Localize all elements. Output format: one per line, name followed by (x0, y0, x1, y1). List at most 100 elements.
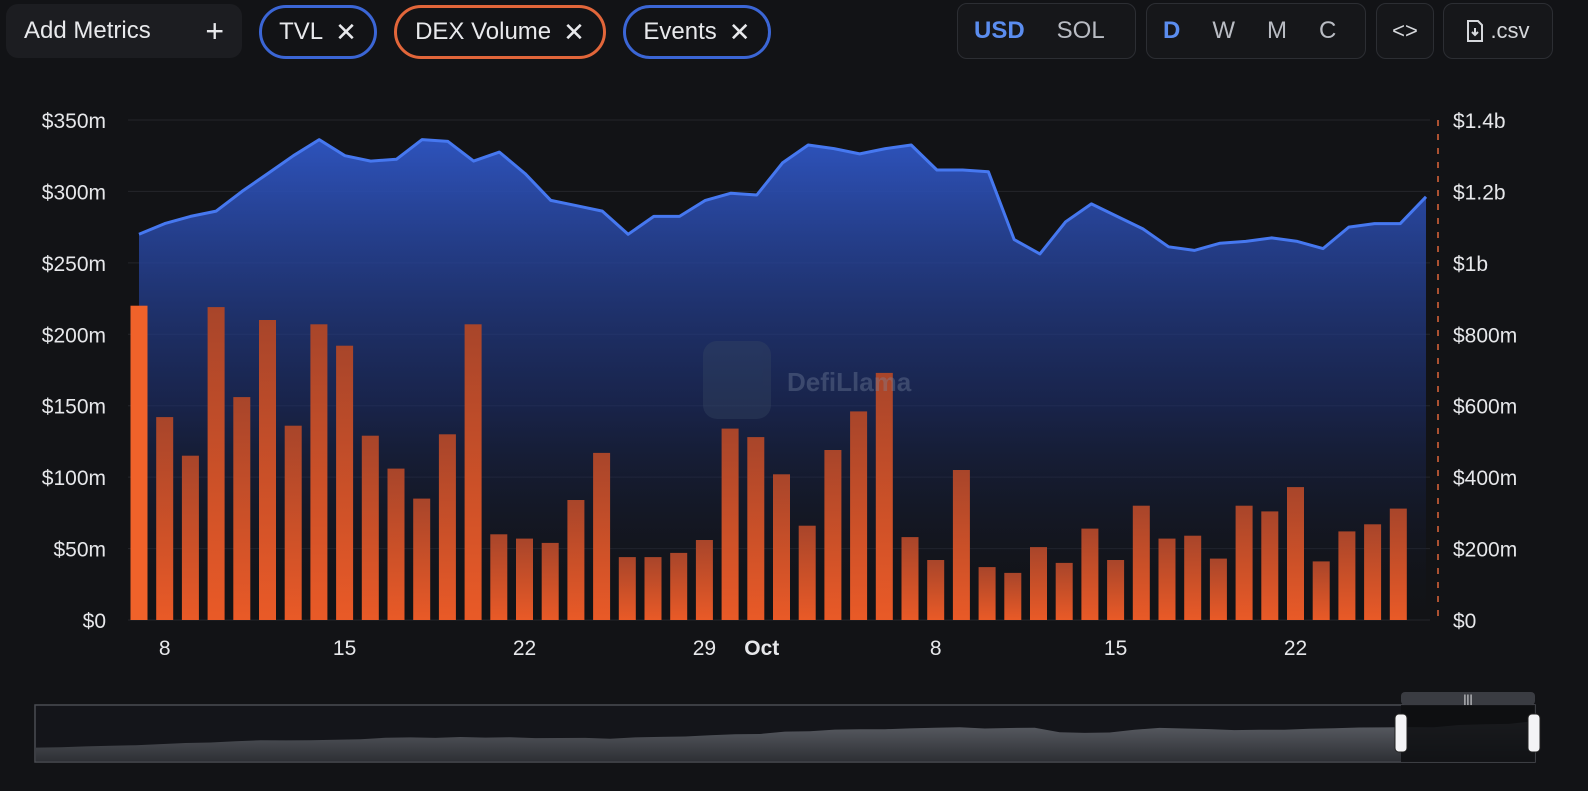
volume-bar[interactable] (464, 324, 482, 620)
chart-toolbar: Add Metrics + TVL ✕ DEX Volume ✕ Events … (0, 0, 1588, 70)
volume-bar[interactable] (361, 435, 379, 620)
volume-bar[interactable] (721, 428, 739, 620)
add-metrics-button[interactable]: Add Metrics + (6, 4, 242, 58)
volume-bar[interactable] (284, 425, 302, 620)
period-weekly[interactable]: W (1212, 17, 1235, 44)
volume-bar[interactable] (490, 534, 508, 620)
volume-bar[interactable] (1107, 560, 1125, 620)
tvl-line (138, 138, 1428, 256)
currency-sol[interactable]: SOL (1056, 17, 1105, 44)
volume-bar[interactable] (233, 397, 251, 620)
volume-bar[interactable] (387, 468, 405, 620)
volume-bar[interactable] (670, 552, 688, 620)
y-left-tick-label: $200m (42, 324, 106, 347)
volume-bar[interactable] (1030, 547, 1047, 620)
y-left-tick-label: $150m (42, 396, 106, 419)
close-icon[interactable]: ✕ (335, 17, 357, 47)
tvl-area (139, 139, 1426, 620)
x-tick-label: Oct (744, 637, 779, 660)
close-icon[interactable]: ✕ (728, 17, 751, 47)
csv-download-button[interactable]: .csv (1443, 3, 1553, 59)
volume-bar[interactable] (1338, 531, 1356, 620)
volume-bar[interactable] (773, 474, 790, 620)
x-tick-label: 15 (1104, 637, 1127, 660)
close-icon[interactable]: ✕ (563, 17, 585, 47)
volume-bar[interactable] (747, 437, 765, 620)
volume-bar[interactable] (156, 417, 174, 620)
volume-bar[interactable] (978, 567, 996, 620)
y-right-tick-label: $200m (1453, 539, 1517, 562)
metric-chip-dex-volume[interactable]: DEX Volume ✕ (394, 5, 606, 59)
volume-bar[interactable] (1081, 528, 1099, 620)
volume-bar[interactable] (1004, 572, 1022, 620)
y-axis-left: $0 $50m $100m $150m $200m $250m $300m $350m (42, 110, 106, 633)
defillama-watermark: DefiLlama (703, 341, 912, 419)
volume-bar[interactable] (438, 434, 456, 620)
volume-bar[interactable] (413, 498, 431, 620)
volume-bar[interactable] (695, 540, 713, 620)
volume-bar[interactable] (1389, 508, 1407, 620)
volume-bar[interactable] (1364, 524, 1382, 620)
range-selection-window[interactable] (1401, 705, 1535, 762)
volume-bar[interactable] (644, 557, 662, 620)
volume-bar[interactable] (130, 305, 148, 620)
period-monthly[interactable]: M (1267, 17, 1287, 44)
currency-toggle: USD SOL (957, 3, 1136, 59)
period-cumulative[interactable]: C (1319, 17, 1337, 44)
volume-bar[interactable] (824, 450, 842, 620)
y-left-tick-label: $0 (83, 610, 106, 633)
x-axis: 8 15 22 29 Oct 8 15 22 (159, 637, 1307, 660)
volume-bar[interactable] (1055, 562, 1073, 620)
volume-bar[interactable] (1287, 487, 1304, 620)
volume-bar[interactable] (618, 557, 636, 620)
y-left-tick-label: $250m (42, 253, 106, 276)
period-daily[interactable]: D (1163, 17, 1181, 44)
range-selection-handle-bar[interactable] (1401, 692, 1535, 705)
volume-bar[interactable] (798, 525, 816, 620)
x-tick-label: 22 (1284, 637, 1307, 660)
x-tick-label: 29 (693, 637, 716, 660)
volume-bar[interactable] (310, 324, 328, 620)
x-tick-label: 8 (159, 637, 171, 660)
x-tick-label: 22 (513, 637, 536, 660)
code-icon: <> (1392, 18, 1418, 43)
y-axis-right: $0 $200m $400m $600m $800m $1b $1.2b $1.4b (1437, 110, 1517, 633)
chip-label: TVL (279, 18, 324, 45)
volume-bar[interactable] (1312, 561, 1330, 620)
add-metrics-label: Add Metrics (24, 17, 151, 44)
file-download-icon (1467, 20, 1484, 42)
y-left-tick-label: $50m (53, 539, 106, 562)
volume-bar[interactable] (850, 411, 868, 620)
volume-bar[interactable] (181, 455, 199, 620)
embed-button[interactable]: <> (1376, 3, 1434, 59)
x-tick-label: 15 (333, 637, 356, 660)
volume-bar[interactable] (259, 320, 276, 620)
volume-bar[interactable] (1132, 505, 1150, 620)
chip-label: DEX Volume (415, 18, 552, 45)
volume-bar[interactable] (1184, 535, 1202, 620)
volume-bar[interactable] (927, 560, 945, 620)
y-right-tick-label: $0 (1453, 610, 1476, 633)
metric-chip-tvl[interactable]: TVL ✕ (259, 5, 377, 59)
metric-chip-events[interactable]: Events ✕ (623, 5, 771, 59)
drag-grip-icon[interactable]: ||| (1463, 692, 1472, 706)
volume-bar[interactable] (1209, 558, 1227, 620)
currency-usd[interactable]: USD (974, 17, 1025, 44)
volume-bar[interactable] (1158, 538, 1176, 620)
volume-bar[interactable] (567, 500, 585, 620)
volume-bar[interactable] (207, 307, 225, 620)
volume-bar[interactable] (541, 542, 559, 620)
range-handle[interactable] (1527, 713, 1541, 753)
volume-bar[interactable] (516, 538, 533, 620)
volume-bar[interactable] (593, 452, 611, 620)
volume-bar[interactable] (1235, 505, 1253, 620)
volume-bar[interactable] (336, 345, 354, 620)
chip-label: Events (643, 18, 717, 45)
y-left-tick-label: $100m (42, 467, 106, 490)
volume-bar[interactable] (1261, 511, 1279, 620)
range-slider[interactable]: ||| (34, 692, 1541, 763)
range-handle[interactable] (1394, 713, 1408, 753)
volume-bar[interactable] (901, 537, 919, 620)
volume-bar[interactable] (952, 470, 970, 620)
volume-bar[interactable] (875, 372, 893, 620)
